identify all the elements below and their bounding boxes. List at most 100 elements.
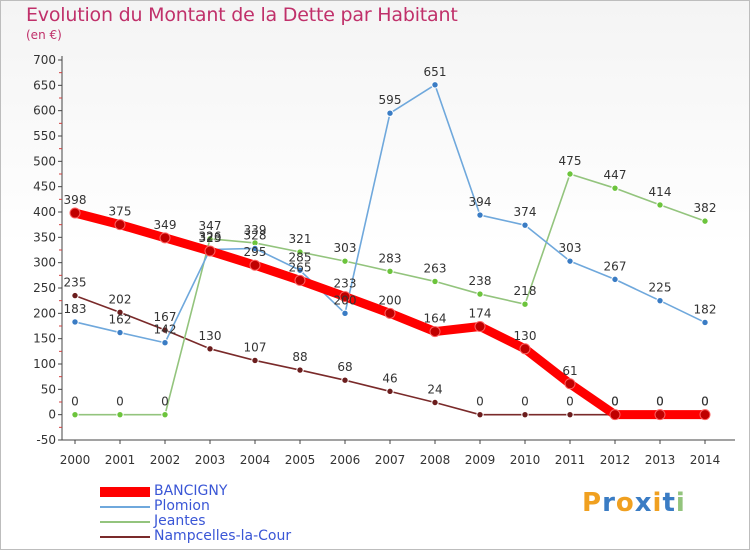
data-label: 265: [289, 260, 312, 274]
legend-swatch-nampcelles: [100, 535, 150, 538]
x-tick-label: 2000: [60, 453, 91, 467]
data-point: [386, 109, 394, 117]
y-tick-label: 650: [33, 78, 56, 92]
data-point: [386, 267, 394, 275]
y-tick-label: 450: [33, 180, 56, 194]
y-tick-label: 250: [33, 281, 56, 295]
logo-letter: r: [602, 488, 616, 518]
legend-swatch-plomion: [100, 505, 150, 508]
data-point: [294, 274, 306, 286]
data-label: 321: [289, 232, 312, 246]
data-point: [341, 257, 349, 265]
x-tick-label: 2006: [330, 453, 361, 467]
data-point: [296, 248, 304, 256]
y-tick-label: 700: [33, 53, 56, 67]
y-tick-label: 300: [33, 256, 56, 270]
data-point: [296, 266, 304, 274]
data-label: 182: [694, 302, 717, 316]
data-point: [161, 410, 169, 419]
y-tick-label: 150: [33, 332, 56, 346]
chart-title: Evolution du Montant de la Dette par Hab…: [26, 4, 458, 26]
data-label: 225: [649, 281, 672, 295]
x-tick-label: 2008: [420, 453, 451, 467]
y-tick-label: 600: [33, 104, 56, 118]
data-label: 0: [656, 395, 664, 409]
data-label: 263: [424, 261, 447, 275]
data-label: 0: [71, 395, 79, 409]
chart-subtitle: (en €): [26, 28, 62, 42]
data-label: 447: [604, 168, 627, 182]
proxiti-logo: Proxiti: [582, 488, 686, 518]
data-point: [339, 291, 351, 303]
data-point: [71, 318, 79, 326]
y-tick-label: 550: [33, 129, 56, 143]
x-tick-label: 2004: [240, 453, 271, 467]
data-label: 0: [161, 395, 169, 409]
data-point: [296, 366, 304, 374]
x-tick-label: 2012: [600, 453, 631, 467]
data-point: [161, 326, 169, 334]
data-label: 164: [424, 312, 447, 326]
data-label: 142: [154, 323, 177, 337]
legend-label-plomion: Plomion: [154, 498, 210, 514]
x-tick-label: 2003: [195, 453, 226, 467]
data-point: [566, 410, 574, 419]
data-point: [564, 378, 576, 390]
data-point: [71, 410, 79, 419]
data-point: [341, 376, 349, 384]
data-point: [161, 339, 169, 347]
logo-letter: x: [634, 488, 653, 518]
data-label: 0: [566, 395, 574, 409]
data-label: 283: [379, 251, 402, 265]
data-point: [206, 235, 214, 243]
data-label: 303: [334, 241, 357, 255]
data-label: 394: [469, 195, 492, 209]
data-point: [429, 326, 441, 338]
x-tick-label: 2013: [645, 453, 676, 467]
data-label: 0: [611, 395, 619, 409]
x-tick-label: 2001: [105, 453, 136, 467]
data-label: 414: [649, 185, 672, 199]
data-label: 107: [244, 340, 267, 354]
legend-swatch-bancigny: [100, 486, 150, 497]
data-point: [656, 296, 664, 305]
data-point: [431, 81, 439, 89]
data-label: 202: [109, 292, 132, 306]
data-point: [71, 291, 79, 300]
data-point: [251, 356, 259, 365]
data-point: [386, 387, 394, 396]
data-label: 0: [116, 395, 124, 409]
data-label: 233: [334, 277, 357, 291]
data-point: [116, 308, 124, 317]
data-label: 200: [379, 293, 402, 307]
data-point: [521, 410, 529, 419]
x-tick-label: 2014: [690, 453, 721, 467]
y-tick-label: -50: [36, 433, 56, 447]
data-point: [566, 257, 574, 265]
data-label: 174: [469, 307, 492, 321]
data-label: 595: [379, 93, 402, 107]
data-label: 235: [64, 276, 87, 290]
data-point: [206, 345, 214, 353]
data-point: [341, 309, 349, 318]
data-label: 46: [382, 371, 397, 385]
data-label: 68: [337, 360, 352, 374]
data-label: 347: [199, 219, 222, 233]
x-tick-label: 2005: [285, 453, 316, 467]
data-point: [204, 245, 216, 257]
x-tick-label: 2011: [555, 453, 586, 467]
data-label: 382: [694, 201, 717, 215]
logo-letter: o: [615, 488, 635, 518]
data-label: 218: [514, 284, 537, 298]
data-label: 339: [244, 223, 267, 237]
data-label: 475: [559, 154, 582, 168]
data-point: [114, 219, 126, 231]
data-point: [519, 343, 531, 355]
legend-label-bancigny: BANCIGNY: [154, 483, 228, 499]
data-point: [476, 290, 484, 298]
data-label: 0: [701, 395, 709, 409]
logo-letter: P: [582, 488, 603, 518]
data-point: [611, 275, 619, 284]
data-point: [654, 409, 666, 421]
